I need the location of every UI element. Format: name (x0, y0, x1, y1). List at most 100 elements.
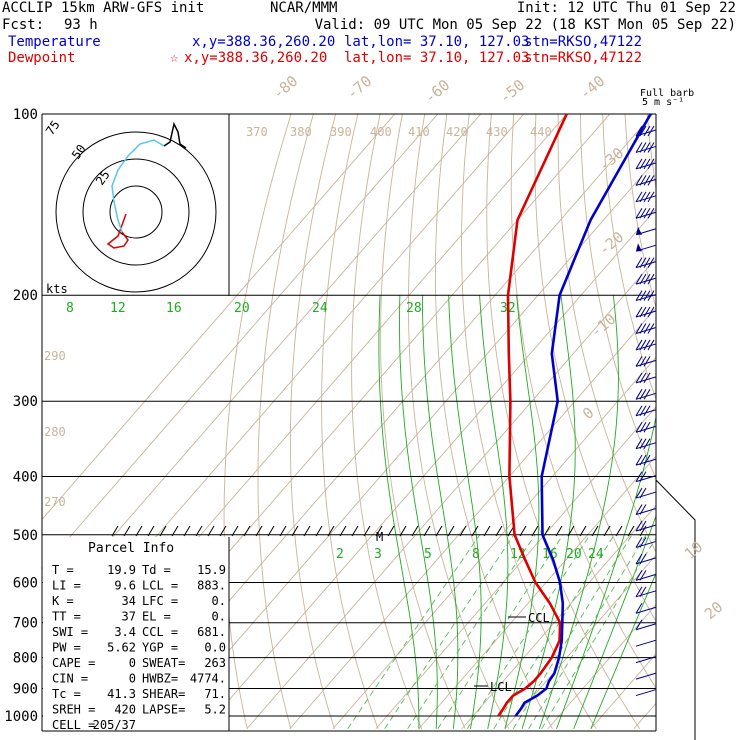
isotherm-line (332, 356, 656, 730)
wind-barb-staff (635, 491, 657, 499)
isotherm-line (160, 158, 656, 730)
dry-adiabat-line (223, 114, 292, 729)
theta-label: 430 (486, 125, 508, 139)
parcel-value: 34 (122, 594, 136, 608)
wind-barb-staff (635, 606, 657, 614)
tick-mark (639, 525, 647, 537)
wind-barb-feather (635, 257, 643, 268)
parcel-label: T = (52, 563, 74, 577)
moist-adiabat-line (521, 295, 576, 729)
wind-barb-feather (639, 339, 647, 351)
wind-barb (635, 257, 657, 269)
wind-barb-feather (635, 471, 643, 482)
dry-adiabat-line (692, 114, 740, 729)
moist-adiabat-line (448, 295, 482, 729)
parcel-label-2: SHEAR= (142, 687, 185, 701)
wind-barb-feather (643, 125, 651, 137)
wind-barb-staff (635, 639, 657, 647)
mixing-ratio-label: 3 (374, 547, 382, 562)
wind-barb (635, 191, 657, 203)
hodograph-ring (55, 131, 217, 293)
isotherm-label: 0 (579, 403, 597, 423)
moist-adiabat-label: 16 (166, 301, 182, 316)
parcel-label: PW = (52, 641, 81, 655)
wind-barb-staff (635, 590, 657, 598)
tick-mark (219, 525, 227, 537)
tick-mark (195, 525, 203, 537)
wind-barb-feather (635, 175, 643, 186)
mixing-ratio-line (437, 534, 564, 730)
isotherm-label: 20 (701, 598, 726, 623)
temperature-profile-line (514, 114, 652, 717)
wind-barb-staff (635, 672, 657, 680)
lcl-marker-label: LCL (490, 680, 512, 694)
moist-adiabat-line (556, 415, 656, 729)
wind-barb-feather (639, 421, 647, 433)
tick-mark (615, 525, 623, 537)
tick-mark (543, 525, 551, 537)
hodograph-ring (82, 158, 190, 266)
isotherm-label: 10 (681, 538, 706, 563)
wind-barb-feather (639, 323, 647, 334)
dry-adiabat-line (670, 114, 740, 729)
wind-barb (635, 537, 657, 548)
wind-barb (635, 405, 657, 417)
pressure-tick-label: 100 (13, 107, 38, 123)
wind-barb (635, 639, 657, 647)
wind-barb-feather (643, 175, 651, 186)
wind-barb-feather (647, 175, 655, 186)
wind-barb-feather (643, 454, 651, 466)
parcel-label-2: LAPSE= (142, 703, 185, 717)
dry-adiabat-line (736, 114, 740, 729)
dry-adiabat-line (534, 114, 656, 623)
parcel-label: CELL = (52, 718, 95, 732)
parcel-value: 0 (129, 656, 136, 670)
dry-adiabat-line (624, 114, 656, 310)
hodograph-ring (109, 185, 163, 239)
theta-label: 370 (246, 125, 268, 139)
tick-mark (483, 525, 491, 537)
moist-adiabat-label: 12 (110, 301, 126, 316)
parcel-label: LI = (52, 579, 81, 593)
tick-mark (291, 525, 299, 537)
wind-barb-feather (639, 553, 647, 565)
wind-barb (635, 602, 657, 614)
tick-mark (471, 525, 479, 537)
moist-adiabat-line (378, 295, 420, 729)
dry-adiabat-line (408, 114, 510, 730)
wind-barb-feather (647, 142, 655, 153)
wind-barb-feather (635, 586, 643, 598)
dry-adiabat-line (602, 114, 656, 401)
wind-barb-feather (635, 421, 643, 433)
wind-barb (635, 454, 657, 466)
tick-mark (363, 525, 371, 537)
tick-mark (423, 525, 431, 537)
tick-mark (183, 525, 191, 537)
moist-adiabat-line (573, 514, 656, 729)
tick-mark (303, 525, 311, 537)
dry-adiabat-line (380, 114, 466, 729)
moist-adiabat-line (399, 295, 438, 729)
wind-barb-staff (635, 524, 657, 532)
theta-label: 440 (530, 125, 552, 139)
pressure-tick-label: 500 (13, 528, 38, 544)
isotherm-line (289, 307, 656, 730)
wind-barb-feather (639, 306, 647, 318)
tick-mark (555, 525, 563, 537)
wind-barb (635, 689, 657, 697)
wind-barb-feather (639, 454, 647, 466)
wind-barb-feather (639, 586, 647, 598)
wind-barb-staff (635, 540, 657, 548)
valid-time: Valid: 09 UTC Mon 05 Sep 22 (18 KST Mon … (314, 17, 736, 33)
mixing-ratio-label: 8 (472, 547, 480, 562)
parcel-label: K = (52, 594, 74, 608)
parcel-info-title: Parcel Info (88, 541, 174, 556)
wind-barb (635, 125, 657, 137)
mixing-ratio-label: 24 (588, 547, 604, 562)
mixing-ratio-line (466, 534, 591, 730)
moist-adiabat-line (538, 295, 619, 729)
isotherm-label: -20 (595, 228, 627, 259)
parcel-label-2: LFC = (142, 594, 178, 608)
barb-legend-line1: Full barb (640, 88, 694, 99)
parcel-label-2: Td = (142, 563, 171, 577)
